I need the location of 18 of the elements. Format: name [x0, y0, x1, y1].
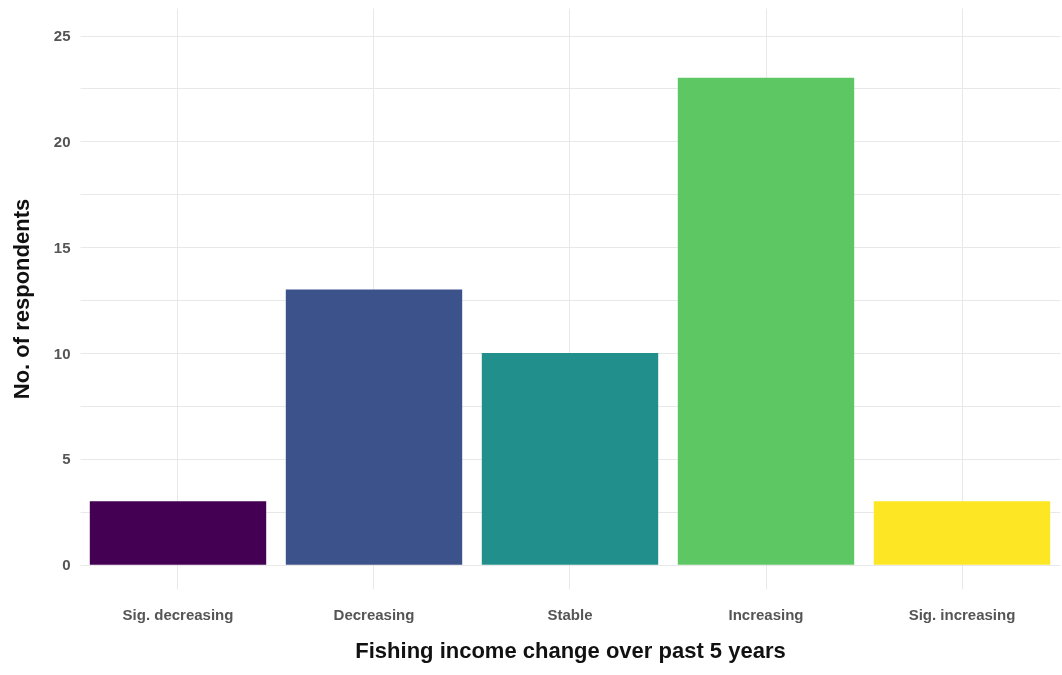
bar	[89, 501, 267, 565]
y-tick-label: 15	[53, 238, 71, 256]
y-axis-title: No. of respondents	[8, 198, 34, 400]
bar	[285, 289, 463, 565]
x-tick-label: Sig. increasing	[908, 605, 1016, 623]
y-tick-label: 20	[53, 132, 71, 150]
x-tick-label: Decreasing	[333, 605, 415, 623]
y-tick-label: 25	[53, 27, 71, 45]
y-tick-label: 0	[62, 556, 71, 574]
x-tick-label: Sig. decreasing	[122, 605, 234, 623]
y-tick-label: 5	[62, 450, 71, 468]
y-tick-label: 10	[53, 344, 71, 362]
bar	[873, 501, 1051, 565]
x-axis-title: Fishing income change over past 5 years	[355, 637, 786, 663]
bar	[677, 77, 855, 565]
x-tick-label: Stable	[547, 605, 593, 623]
x-tick-label: Increasing	[728, 605, 804, 623]
bar	[481, 353, 659, 565]
